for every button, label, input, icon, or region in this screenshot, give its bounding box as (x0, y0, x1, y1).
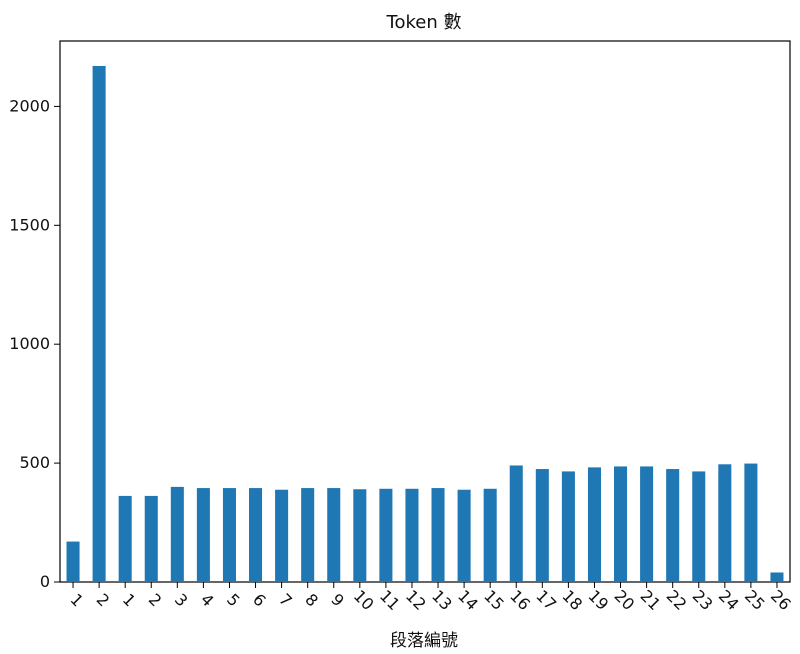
y-axis-tick-label: 0 (40, 572, 50, 591)
bar (535, 469, 549, 582)
bar (196, 488, 210, 582)
chart-title: Token 數 (386, 12, 462, 33)
x-axis-tick-label: 2 (145, 590, 166, 611)
x-axis-tick-label: 17 (532, 586, 560, 614)
x-axis-tick-label: 15 (480, 586, 508, 614)
x-axis-tick-label: 12 (402, 586, 430, 614)
bar (66, 541, 80, 582)
bar (640, 466, 654, 582)
x-axis-tick-label: 16 (506, 586, 534, 614)
bar (666, 469, 680, 582)
x-axis-tick-label: 7 (275, 590, 296, 611)
y-axis-tick-label: 500 (19, 453, 50, 472)
bar (405, 488, 419, 582)
x-axis-tick-label: 14 (454, 586, 482, 614)
y-axis-tick-label: 2000 (9, 96, 50, 115)
bar (561, 471, 575, 582)
x-axis-tick-label: 6 (249, 590, 270, 611)
plot-frame (59, 40, 791, 583)
bar (379, 488, 393, 582)
x-axis-label: 段落編號 (390, 631, 458, 651)
x-axis-tick-label: 21 (637, 586, 665, 614)
x-axis-tick-label: 18 (558, 586, 586, 614)
bar (718, 464, 732, 582)
bar (118, 495, 132, 582)
x-axis-tick-label: 3 (171, 590, 192, 611)
x-axis-tick-label: 4 (197, 590, 218, 611)
bar (457, 489, 471, 582)
y-axis-tick-label: 1000 (9, 334, 50, 353)
x-axis-tick-label: 25 (741, 586, 769, 614)
bar (249, 488, 263, 582)
x-axis-tick-label: 10 (350, 586, 378, 614)
x-axis-tick-label: 23 (689, 586, 717, 614)
bar (92, 65, 106, 582)
bar (275, 489, 289, 582)
x-axis-tick-label: 2 (93, 590, 114, 611)
bar (353, 489, 367, 582)
bar (483, 488, 497, 582)
bar (301, 488, 315, 582)
x-axis-tick-label: 22 (663, 586, 691, 614)
x-axis-tick-label: 1 (67, 590, 88, 611)
bar (692, 471, 706, 582)
bar (144, 495, 158, 582)
bar (170, 486, 184, 582)
x-axis-tick-label: 19 (584, 586, 612, 614)
y-axis-tick-label: 1500 (9, 215, 50, 234)
x-axis-tick-label: 20 (611, 586, 639, 614)
bar (770, 572, 784, 582)
x-axis-tick-label: 8 (301, 590, 322, 611)
x-axis-tick-label: 11 (376, 586, 404, 614)
x-axis-tick-label: 26 (767, 586, 795, 614)
bar (222, 488, 236, 582)
bar (509, 465, 523, 582)
bar (431, 488, 445, 582)
x-axis-tick-label: 13 (428, 586, 456, 614)
x-axis-tick-label: 9 (327, 590, 348, 611)
bar (327, 488, 341, 582)
bar (744, 463, 758, 582)
bar (614, 466, 628, 582)
x-axis-tick-label: 24 (715, 586, 743, 614)
x-axis-tick-label: 5 (223, 590, 244, 611)
x-axis-tick-label: 1 (119, 590, 140, 611)
bar (587, 467, 601, 582)
